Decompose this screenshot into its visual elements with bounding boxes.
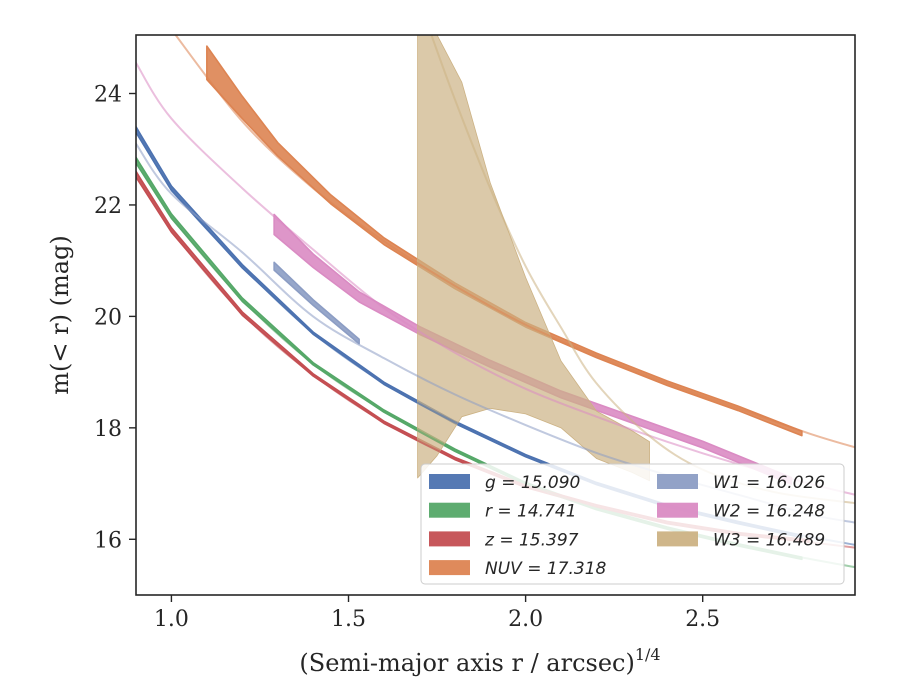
legend-box [420,463,845,585]
legend-swatch [429,560,470,576]
legend-label: NUV = 17.318 [485,559,607,579]
y-axis-label: m(< r) (mag) [46,235,74,394]
x-tick-label: 2.0 [508,607,543,632]
legend-label: W1 = 16.026 [713,473,825,493]
legend-item-w2-16-248: W2 = 16.248 [657,502,825,522]
y-axis-ticks: 16 18 20 22 24 [94,83,136,553]
y-tick-label: 18 [94,417,122,442]
y-tick-label: 22 [94,194,122,219]
legend-swatch [657,474,698,489]
legend-swatch [429,474,470,489]
x-axis-label-exponent: 1/4 [635,645,661,664]
model-curve-nuv-17-318 [174,35,855,449]
legend-label: g = 15.090 [485,473,580,493]
x-axis-label: (Semi-major axis r / arcsec)1/4 [299,645,660,677]
y-tick-label: 24 [94,83,122,108]
legend-item-z-15-397: z = 15.397 [429,530,579,550]
data-band-w3-16-489 [417,35,650,482]
legend-swatch [657,531,698,547]
legend-item-nuv-17-318: NUV = 17.318 [429,559,607,579]
legend-label: z = 15.397 [484,530,579,550]
legend-item-w1-16-026: W1 = 16.026 [657,473,825,493]
x-tick-label: 2.5 [685,607,720,632]
legend-item-g-15-090: g = 15.090 [429,473,580,493]
y-tick-label: 16 [94,528,122,553]
legend-swatch [657,502,698,518]
x-tick-label: 1.0 [154,607,189,632]
legend-swatch [429,502,470,518]
y-tick-label: 20 [94,305,122,330]
legend-item-w3-16-489: W3 = 16.489 [657,530,825,550]
x-tick-label: 1.5 [331,607,366,632]
legend-swatch [429,531,470,547]
legend-label: r = 14.741 [485,502,577,522]
legend-item-r-14-741: r = 14.741 [429,502,577,522]
plot-frame [135,34,856,596]
legend-label: W2 = 16.248 [713,502,825,522]
data-band-w1-16-026 [273,261,360,345]
legend-label: W3 = 16.489 [713,530,825,550]
x-axis-ticks: 1.0 1.5 2.0 2.5 [154,595,720,632]
legend: g = 15.090 r = 14.741 z = 15.397 NUV = 17.3… [420,463,845,585]
